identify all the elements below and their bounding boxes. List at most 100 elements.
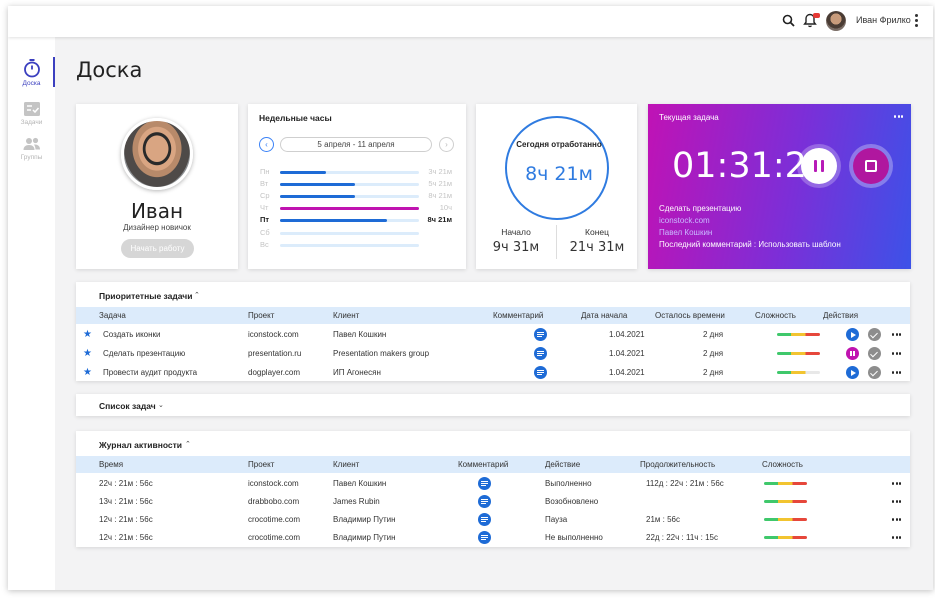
difficulty-bar	[777, 352, 820, 355]
prev-week-button[interactable]: ‹	[259, 137, 274, 152]
sidebar-item-groups[interactable]: Группы	[8, 136, 55, 161]
column-header[interactable]: Время	[99, 460, 124, 469]
difficulty-bar	[764, 500, 807, 503]
sidebar-item-tasks[interactable]: Задачи	[8, 101, 55, 126]
star-icon[interactable]: ★	[83, 367, 92, 378]
start-work-button[interactable]: Начать работу	[121, 239, 194, 258]
table-row[interactable]: 22ч : 21м : 56с iconstock.com Павел Кошкин…	[76, 474, 910, 493]
more-horizontal-icon[interactable]	[892, 536, 901, 539]
star-icon[interactable]: ★	[83, 348, 92, 359]
current-task-project[interactable]: iconstock.com	[659, 216, 710, 225]
notifications-button[interactable]	[803, 13, 820, 28]
table-row[interactable]: 12ч : 21м : 56с crocotime.com Владимир Пут…	[76, 510, 910, 529]
chevron-up-icon[interactable]: ⌃	[194, 292, 200, 299]
pause-button[interactable]	[846, 347, 859, 360]
sidebar-item-board[interactable]: Доска	[8, 58, 55, 87]
table-row[interactable]: 12ч : 21м : 56с crocotime.com Владимир Пут…	[76, 528, 910, 547]
hours-bar-track	[280, 195, 419, 199]
project-link[interactable]: iconstock.com	[248, 479, 299, 488]
user-name[interactable]: Иван Фрилко	[856, 15, 911, 25]
week-range[interactable]: 5 апреля - 11 апреля	[280, 137, 432, 152]
column-header[interactable]: Проект	[248, 311, 275, 320]
priority-tasks-card: Приоритетные задачи ⌃ Задача Проект Клие…	[76, 282, 910, 381]
next-week-button[interactable]: ›	[439, 137, 454, 152]
project-link[interactable]: crocotime.com	[248, 515, 301, 524]
project-link[interactable]: iconstock.com	[248, 330, 299, 339]
activity-action: Возобновлено	[545, 497, 599, 506]
current-task-comment: Последний комментарий : Использовать шаб…	[659, 240, 841, 249]
complete-button[interactable]	[868, 366, 881, 379]
hours-value: 3ч 21м	[428, 167, 452, 176]
column-header[interactable]: Клиент	[333, 460, 360, 469]
hours-value: 5ч 21м	[428, 179, 452, 189]
more-horizontal-icon[interactable]	[892, 500, 901, 503]
more-horizontal-icon[interactable]	[892, 352, 901, 355]
chevron-left-icon: ‹	[265, 140, 268, 149]
more-horizontal-icon[interactable]	[892, 371, 901, 374]
activity-log-title[interactable]: Журнал активности	[99, 440, 183, 450]
column-header[interactable]: Сложность	[762, 460, 803, 469]
project-link[interactable]: drabbobo.com	[248, 497, 300, 506]
table-row[interactable]: ★ Провести аудит продукта dogplayer.com ИП …	[76, 363, 910, 382]
comment-icon[interactable]	[478, 531, 491, 544]
comment-icon[interactable]	[478, 513, 491, 526]
column-header[interactable]: Дата начала	[581, 311, 628, 320]
client-name: Павел Кошкин	[333, 330, 387, 339]
more-horizontal-icon[interactable]	[892, 518, 901, 521]
table-row[interactable]: ★ Создать иконки iconstock.com Павел Кошкин…	[76, 325, 910, 344]
column-header[interactable]: Проект	[248, 460, 275, 469]
column-header[interactable]: Осталось времени	[655, 311, 725, 320]
star-icon[interactable]: ★	[83, 329, 92, 340]
task-name[interactable]: Провести аудит продукта	[103, 368, 198, 377]
project-link[interactable]: presentation.ru	[248, 349, 302, 358]
play-button[interactable]	[846, 328, 859, 341]
column-header[interactable]: Комментарий	[458, 460, 509, 469]
column-header[interactable]: Сложность	[755, 311, 796, 320]
chevron-up-icon[interactable]: ⌃	[185, 441, 191, 448]
priority-tasks-title[interactable]: Приоритетные задачи	[99, 291, 193, 301]
table-row[interactable]: ★ Сделать презентацию presentation.ru Prese…	[76, 344, 910, 363]
task-name[interactable]: Создать иконки	[103, 330, 161, 339]
comment-icon[interactable]	[534, 366, 547, 379]
column-header[interactable]: Клиент	[333, 311, 360, 320]
column-header[interactable]: Действие	[545, 460, 581, 469]
today-card: Сегодня отработанно 8ч 21м Начало 9ч 31м…	[476, 104, 637, 269]
stop-button[interactable]	[853, 148, 889, 184]
profile-role: Дизайнер новичок	[123, 223, 191, 232]
complete-button[interactable]	[868, 347, 881, 360]
more-horizontal-icon[interactable]	[892, 333, 901, 336]
table-row[interactable]: 13ч : 21м : 56с drabbobo.com James Rubin Во…	[76, 492, 910, 511]
pause-button[interactable]	[801, 148, 837, 184]
sidebar-item-label: Группы	[20, 154, 43, 161]
sidebar-active-indicator	[53, 57, 55, 87]
column-header[interactable]: Задача	[99, 311, 126, 320]
chevron-down-icon[interactable]: ⌄	[158, 402, 164, 409]
project-link[interactable]: dogplayer.com	[248, 368, 301, 377]
start-date: 1.04.2021	[609, 368, 645, 377]
search-icon[interactable]	[782, 14, 795, 27]
complete-button[interactable]	[868, 328, 881, 341]
more-vertical-icon[interactable]	[914, 14, 918, 28]
profile-card: Иван Дизайнер новичок Начать работу	[76, 104, 238, 269]
comment-icon[interactable]	[534, 328, 547, 341]
current-task-client[interactable]: Павел Кошкин	[659, 228, 713, 237]
column-header[interactable]: Продолжительность	[640, 460, 716, 469]
hours-value: 8ч 21м	[427, 215, 453, 225]
column-header[interactable]: Действия	[823, 311, 859, 320]
more-horizontal-icon[interactable]	[892, 482, 901, 485]
start-date: 1.04.2021	[609, 349, 645, 358]
tasks-icon	[23, 102, 40, 116]
column-header[interactable]: Комментарий	[493, 311, 544, 320]
more-horizontal-icon[interactable]	[894, 115, 903, 118]
project-link[interactable]: crocotime.com	[248, 533, 301, 542]
comment-icon[interactable]	[478, 495, 491, 508]
avatar[interactable]	[826, 11, 846, 31]
comment-icon[interactable]	[478, 477, 491, 490]
weekday-label: Пн	[260, 167, 270, 176]
comment-icon[interactable]	[534, 347, 547, 360]
weekday-row: Чт 10ч	[260, 202, 452, 214]
activity-duration: 21м : 56с	[646, 515, 680, 524]
play-button[interactable]	[846, 366, 859, 379]
task-list-title[interactable]: Список задач	[99, 401, 156, 411]
task-name[interactable]: Сделать презентацию	[103, 349, 186, 358]
